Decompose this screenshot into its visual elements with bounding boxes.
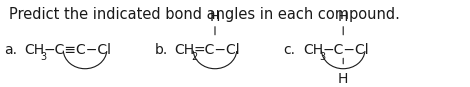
Text: CH: CH (303, 43, 323, 57)
Text: CH: CH (24, 43, 44, 57)
Text: −C≡C−Cl: −C≡C−Cl (44, 43, 111, 57)
Text: 3: 3 (320, 52, 326, 62)
Text: =C−Cl: =C−Cl (194, 43, 240, 57)
Text: H: H (210, 10, 220, 24)
Text: 2: 2 (191, 52, 197, 62)
Text: −C−Cl: −C−Cl (322, 43, 369, 57)
Text: b.: b. (155, 43, 168, 57)
Text: CH: CH (174, 43, 195, 57)
Text: Predict the indicated bond angles in each compound.: Predict the indicated bond angles in eac… (9, 7, 400, 22)
Text: a.: a. (4, 43, 17, 57)
Text: 3: 3 (40, 52, 47, 62)
Text: H: H (338, 10, 348, 24)
Text: H: H (338, 72, 348, 86)
Text: c.: c. (283, 43, 296, 57)
